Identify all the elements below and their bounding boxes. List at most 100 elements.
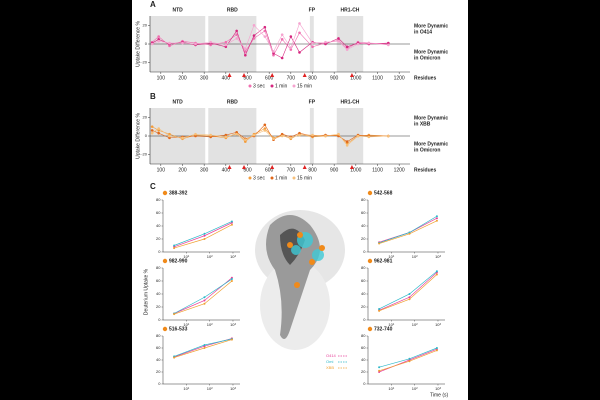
x-tick-label: 1200 [394,167,405,173]
series-line [152,22,389,53]
data-point [173,313,176,316]
y-tick-label: 0 [363,317,366,322]
data-point [209,135,212,139]
data-point [173,356,176,359]
data-point [244,138,247,142]
y-tick-label: 20 [143,114,148,119]
x-tick-label: 10¹ [388,322,394,327]
data-point [235,33,238,36]
legend-label: 1 min [275,175,287,181]
region-label: HR1-CH [341,99,360,105]
legend-label: 3 sec [253,83,265,89]
data-point [378,309,381,312]
x-tick-label: 10² [412,322,418,327]
data-point [157,38,160,41]
x-tick-label: 10¹ [183,254,189,259]
data-point [387,43,390,47]
y-tick-label: -20 [141,152,148,157]
region-label: HR1-CH [341,7,360,13]
data-point [168,136,171,140]
title-icon [162,258,168,264]
title-icon [162,190,168,196]
data-point [194,42,197,46]
legend-label: O414 [326,353,337,358]
y-tick-label: 60 [361,278,366,283]
y-tick-label: 20 [361,369,366,374]
y-tick-label: 0 [363,381,366,386]
annotation: in Omicron [414,55,440,61]
data-point [289,46,293,50]
y-tick-label: 20 [156,304,161,309]
marker-triangle [227,165,232,169]
data-point [203,234,206,237]
marker-triangle [270,165,275,169]
title-icon [367,258,373,264]
data-point [280,33,284,36]
data-point [280,56,284,60]
y-tick-label: 40 [156,223,161,228]
x-tick-label: 10² [412,254,418,259]
annotation: More Dynamic [414,141,448,147]
y-tick-label: 0 [363,249,366,254]
data-point [272,52,275,55]
y-tick-label: 20 [156,369,161,374]
y-tick-label: 80 [156,197,161,202]
region-label: RBD [227,7,238,13]
data-point [168,44,171,48]
data-point [244,140,247,143]
y-tick-label: 40 [156,357,161,362]
y-axis-label: Deuterium Uptake % [143,268,149,315]
data-point [157,127,160,130]
y-tick-label: 0 [158,381,161,386]
legend-swatch [270,176,274,180]
region-label: NTD [172,7,183,13]
marker-triangle [242,165,247,169]
data-point [203,302,206,305]
data-point [298,133,301,137]
marker-triangle [302,73,307,77]
x-tick-label: 200 [178,75,187,81]
data-point [408,296,411,299]
data-point [157,39,160,43]
x-tick-label: 10³ [435,322,441,327]
data-point [298,51,301,54]
data-point [435,347,438,349]
data-point [230,223,233,226]
data-point [157,129,160,132]
x-tick-label: 10¹ [388,254,394,259]
data-point [298,31,301,35]
annotation: in Omicron [414,147,440,153]
data-point [435,217,438,220]
y-tick-label: 60 [156,345,161,350]
x-tick-label: 10³ [230,386,236,391]
annotation: More Dynamic [414,115,448,121]
y-tick-label: 20 [143,22,148,27]
y-tick-label: 40 [156,291,161,296]
x-tick-label: 900 [330,75,339,81]
y-tick-label: 80 [156,265,161,270]
series-line [151,30,389,56]
chart-title: 732-740 [374,326,393,332]
x-tick-label: 10³ [230,254,236,259]
x-tick-label: 1000 [350,167,361,173]
annotation: More Dynamic [414,49,448,55]
data-point [235,132,238,136]
data-point [203,296,206,299]
x-tick-label: 1100 [372,167,383,173]
x-tick-label: 10² [412,386,418,391]
y-tick-label: 20 [361,236,366,241]
marker-triangle [349,73,354,77]
data-point [378,369,381,372]
legend-label: 3 sec [253,175,265,181]
y-tick-label: 60 [361,210,366,215]
data-point [356,134,360,138]
data-point [272,53,275,57]
data-point [230,280,233,282]
legend-swatch [248,176,252,180]
data-point [203,344,206,346]
y-tick-label: 0 [145,41,148,46]
data-point [168,132,171,136]
data-point [244,53,247,57]
data-point [311,133,314,137]
data-point [150,131,154,135]
